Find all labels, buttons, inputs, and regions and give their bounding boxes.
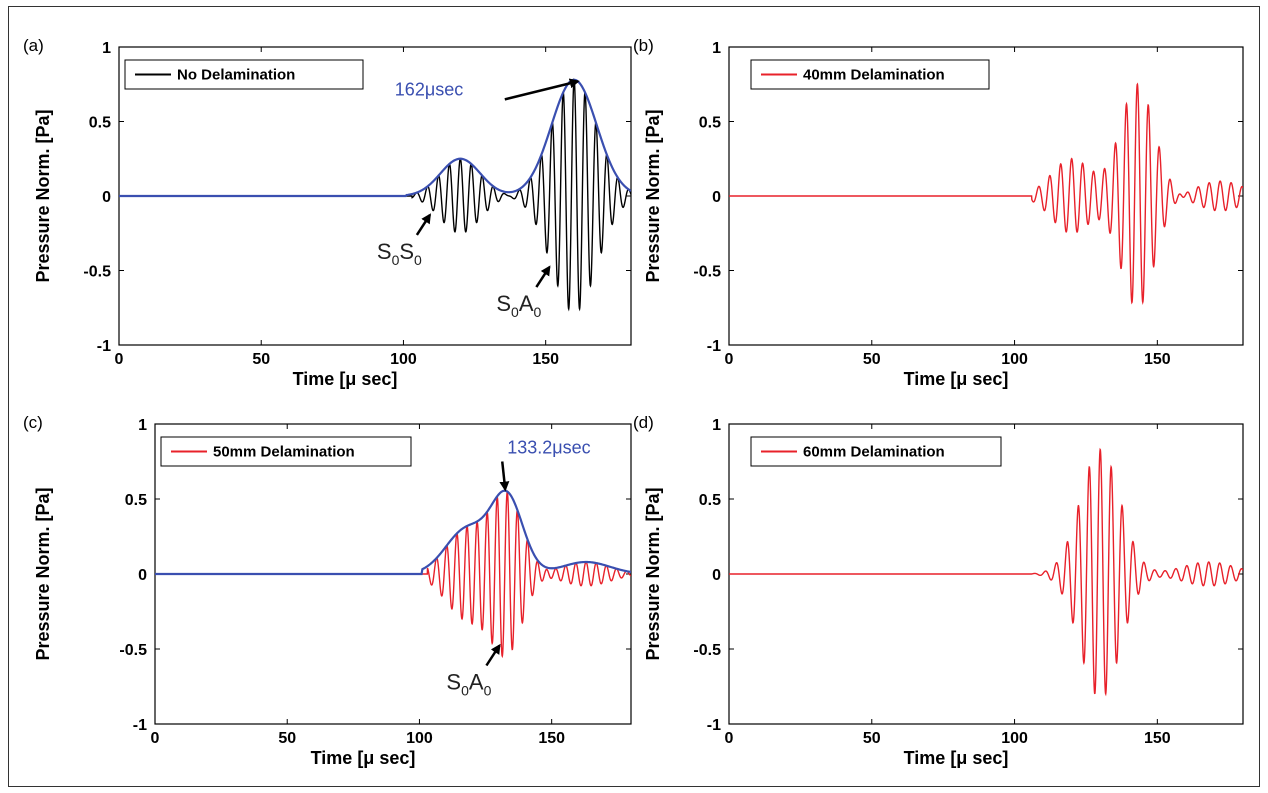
x-tick-label: 150 [532, 351, 559, 368]
y-tick-label: 1 [712, 417, 721, 434]
envelope-line [155, 489, 631, 576]
legend-label: 50mm Delamination [213, 444, 355, 461]
x-tick-label: 50 [863, 351, 881, 368]
y-tick-label: 0 [138, 567, 147, 584]
x-tick-label: 100 [1001, 351, 1028, 368]
legend-label: No Delamination [177, 67, 295, 84]
y-tick-label: 0 [712, 567, 721, 584]
mode-arrow [485, 643, 501, 667]
peak-annotation: 133.2μsec [507, 438, 590, 458]
mode-label: S0A0 [446, 670, 491, 699]
y-tick-label: -0.5 [83, 264, 111, 281]
x-tick-label: 150 [1144, 730, 1171, 747]
y-tick-label: -1 [97, 338, 111, 355]
legend: 40mm Delamination [750, 59, 990, 90]
x-tick-label: 150 [538, 730, 565, 747]
x-tick-label: 50 [252, 351, 270, 368]
peak-arrow [499, 461, 510, 492]
y-tick-label: -0.5 [693, 264, 721, 281]
x-axis-label: Time [μ sec] [293, 369, 398, 389]
x-tick-label: 0 [725, 351, 734, 368]
peak-arrow [504, 78, 580, 101]
panel-c: (c) 0 50 100 150 -1 -0.5 0 0.5 1 Time [μ sec] Press… [23, 413, 632, 768]
figure: (a) 0 50 100 150 -1 -0.5 0 0.5 1 Time [μ sec] Press… [8, 6, 1260, 787]
y-tick-label: 0.5 [699, 492, 721, 509]
mode-label: S0S0 [377, 239, 422, 268]
y-tick-label: 0 [102, 189, 111, 206]
y-axis-label: Pressure Norm. [Pa] [33, 109, 53, 282]
y-axis-label: Pressure Norm. [Pa] [643, 487, 663, 660]
legend-label: 60mm Delamination [803, 444, 945, 461]
y-tick-label: 0.5 [125, 492, 147, 509]
y-tick-label: -0.5 [693, 642, 721, 659]
series-line [729, 82, 1243, 305]
y-tick-label: 0.5 [89, 115, 111, 132]
mode-arrow [415, 213, 431, 236]
y-tick-label: -1 [707, 338, 721, 355]
y-tick-label: 1 [712, 40, 721, 57]
panel-letter: (d) [633, 413, 654, 432]
panel-d: (d) 0 50 100 150 -1 -0.5 0 0.5 1 Time [μ sec] Press… [633, 413, 1244, 768]
legend: No Delamination [124, 59, 364, 90]
legend-label: 40mm Delamination [803, 67, 945, 84]
x-tick-label: 100 [406, 730, 433, 747]
y-tick-label: 0 [712, 189, 721, 206]
y-axis-label: Pressure Norm. [Pa] [643, 109, 663, 282]
peak-annotation: 162μsec [395, 79, 463, 99]
panel-letter: (b) [633, 36, 654, 55]
mode-label: S0A0 [496, 291, 541, 320]
series-line [729, 447, 1243, 697]
y-tick-label: -0.5 [119, 642, 147, 659]
panel-b: (b) 0 50 100 150 -1 -0.5 0 0.5 1 Time [μ sec] Press… [633, 36, 1244, 389]
legend: 50mm Delamination [160, 436, 412, 467]
y-axis-label: Pressure Norm. [Pa] [33, 487, 53, 660]
x-tick-label: 50 [278, 730, 296, 747]
legend: 60mm Delamination [750, 436, 1002, 467]
y-tick-label: 1 [102, 40, 111, 57]
x-tick-label: 0 [115, 351, 124, 368]
envelope-line [119, 78, 631, 198]
y-tick-label: -1 [133, 717, 147, 734]
x-tick-label: 0 [725, 730, 734, 747]
x-tick-label: 100 [390, 351, 417, 368]
y-tick-label: 1 [138, 417, 147, 434]
panel-letter: (c) [23, 413, 43, 432]
x-axis-label: Time [μ sec] [904, 369, 1009, 389]
panel-letter: (a) [23, 36, 44, 55]
y-tick-label: 0.5 [699, 115, 721, 132]
x-axis-label: Time [μ sec] [904, 748, 1009, 768]
x-tick-label: 100 [1001, 730, 1028, 747]
mode-arrow [535, 265, 551, 288]
panel-a: (a) 0 50 100 150 -1 -0.5 0 0.5 1 Time [μ sec] Press… [23, 36, 632, 389]
y-tick-label: -1 [707, 717, 721, 734]
x-tick-label: 50 [863, 730, 881, 747]
x-tick-label: 150 [1144, 351, 1171, 368]
x-axis-label: Time [μ sec] [311, 748, 416, 768]
x-tick-label: 0 [151, 730, 160, 747]
